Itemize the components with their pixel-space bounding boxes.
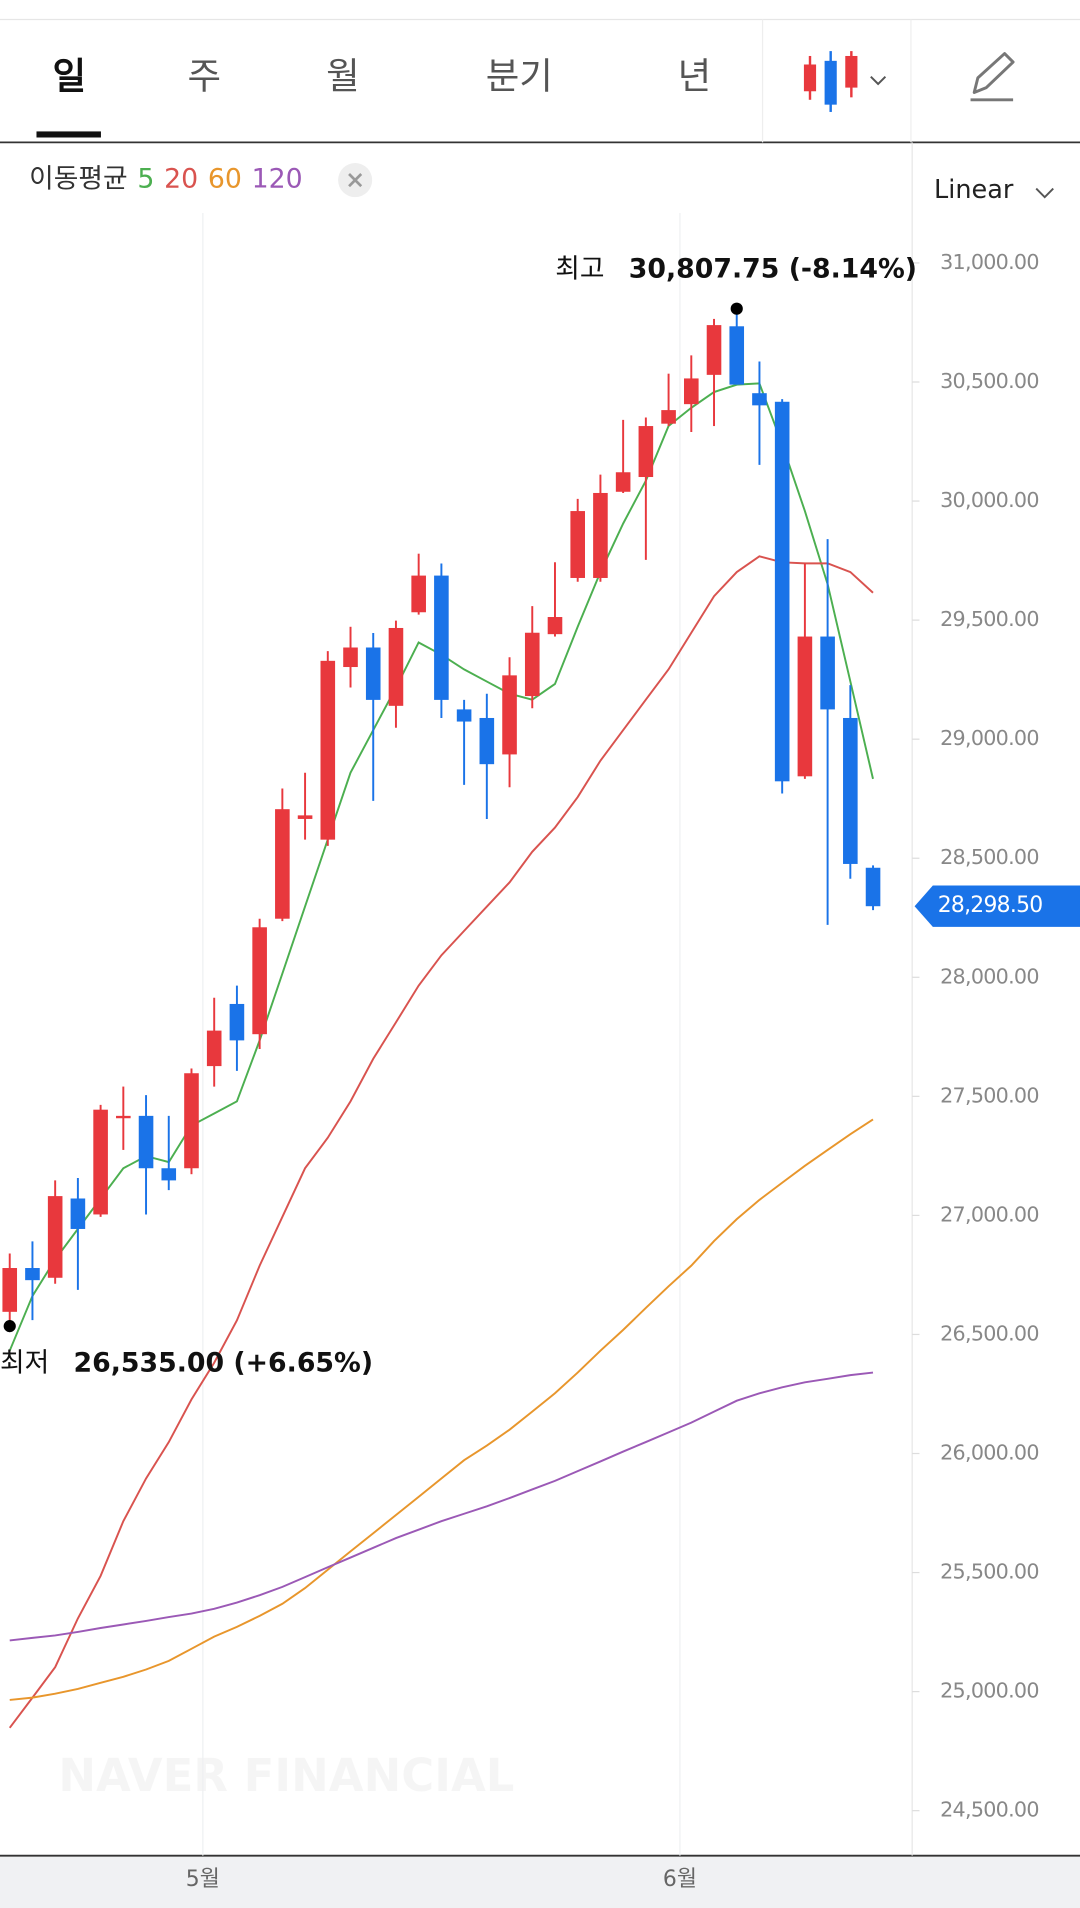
current-price-tag (914, 885, 1080, 927)
candle-body (275, 809, 290, 919)
legend-entry: 60 (208, 164, 242, 195)
moving-average-line (8, 555, 874, 1729)
moving-average-line (9, 1118, 874, 1701)
tab[interactable]: 분기 (486, 54, 553, 97)
y-tick-label: 29,500.00 (940, 607, 1039, 631)
candle-body (138, 1115, 154, 1169)
low-label: 최저 (0, 1347, 49, 1378)
candle-body (752, 393, 767, 406)
y-tick-label: 26,500.00 (940, 1321, 1039, 1345)
tab[interactable]: 월 (326, 54, 360, 97)
low-marker (3, 1320, 16, 1333)
candle-body (524, 632, 540, 697)
candle-body (47, 1196, 63, 1278)
tab[interactable]: 년 (678, 54, 712, 97)
candle-body (570, 511, 585, 578)
scale-chevron[interactable] (1035, 187, 1054, 199)
y-tick-label: 30,000.00 (940, 488, 1039, 512)
candle-body (161, 1168, 177, 1181)
high-marker (730, 302, 743, 315)
candle-body (661, 410, 676, 424)
y-tick-label: 27,000.00 (940, 1202, 1039, 1226)
x-tick-label: 5월 (186, 1867, 220, 1892)
candle-body (434, 575, 449, 700)
close-ma-button[interactable] (338, 163, 373, 198)
y-tick-label: 26,000.00 (940, 1441, 1039, 1465)
legend-entry: 20 (164, 164, 198, 195)
tab-underline (36, 131, 101, 138)
candle-body (320, 660, 336, 840)
candle-body (116, 1115, 131, 1119)
low-value: 26,535.00 (+6.65%) (74, 1347, 374, 1378)
candle-body (547, 617, 563, 635)
y-tick-label: 27,500.00 (940, 1083, 1039, 1107)
candle-body (388, 627, 404, 706)
candle-body (229, 1003, 245, 1041)
candle-body (365, 647, 381, 700)
y-tick-label: 24,500.00 (940, 1798, 1039, 1822)
candle-body (93, 1109, 108, 1215)
y-tick-label: 25,500.00 (940, 1560, 1039, 1584)
candle-body (184, 1073, 199, 1169)
candle-body (797, 636, 813, 777)
candle-body (25, 1268, 40, 1281)
candle-body (706, 325, 722, 375)
edit-icon[interactable] (970, 52, 1015, 102)
candle-body (502, 675, 517, 755)
candle-body (297, 815, 313, 819)
candle-body (615, 472, 631, 492)
candle-body (456, 709, 472, 722)
legend-title: 이동평균 (29, 164, 127, 195)
x-tick-label: 6월 (663, 1867, 697, 1892)
moving-average-line (9, 1371, 874, 1642)
current-price-label: 28,298.50 (938, 893, 1043, 918)
legend-entry: 5 (137, 164, 154, 195)
candle-icon[interactable] (803, 51, 887, 112)
candle-body (820, 636, 835, 710)
y-tick-label: 30,500.00 (940, 369, 1039, 393)
candle-body (865, 867, 881, 907)
candle-body (2, 1268, 18, 1312)
candle-body (70, 1198, 86, 1229)
candle-body (774, 401, 790, 782)
y-tick-label: 25,000.00 (940, 1679, 1039, 1703)
candle-body (252, 927, 267, 1035)
y-tick-label: 29,000.00 (940, 726, 1039, 750)
candle-body (593, 492, 608, 578)
high-label: 최고 (555, 253, 604, 284)
candle-body (479, 717, 495, 765)
y-tick-label: 28,000.00 (940, 964, 1039, 988)
candle-body (684, 378, 699, 405)
candle-body (843, 717, 858, 864)
candle-body (343, 647, 358, 668)
x-axis-band (0, 1855, 1080, 1908)
candle-body (206, 1030, 222, 1067)
y-tick-label: 31,000.00 (940, 250, 1039, 274)
high-value: 30,807.75 (-8.14%) (629, 253, 917, 284)
watermark: NAVER FINANCIAL (58, 1749, 514, 1802)
candle-body (729, 326, 745, 385)
y-tick-label: 28,500.00 (940, 845, 1039, 869)
tab[interactable]: 주 (188, 54, 222, 97)
tab[interactable]: 일 (53, 54, 87, 97)
candle-body (638, 426, 654, 478)
candle-body (411, 575, 426, 613)
legend-entry: 120 (252, 164, 303, 195)
scale-selector[interactable]: Linear (934, 175, 1014, 205)
